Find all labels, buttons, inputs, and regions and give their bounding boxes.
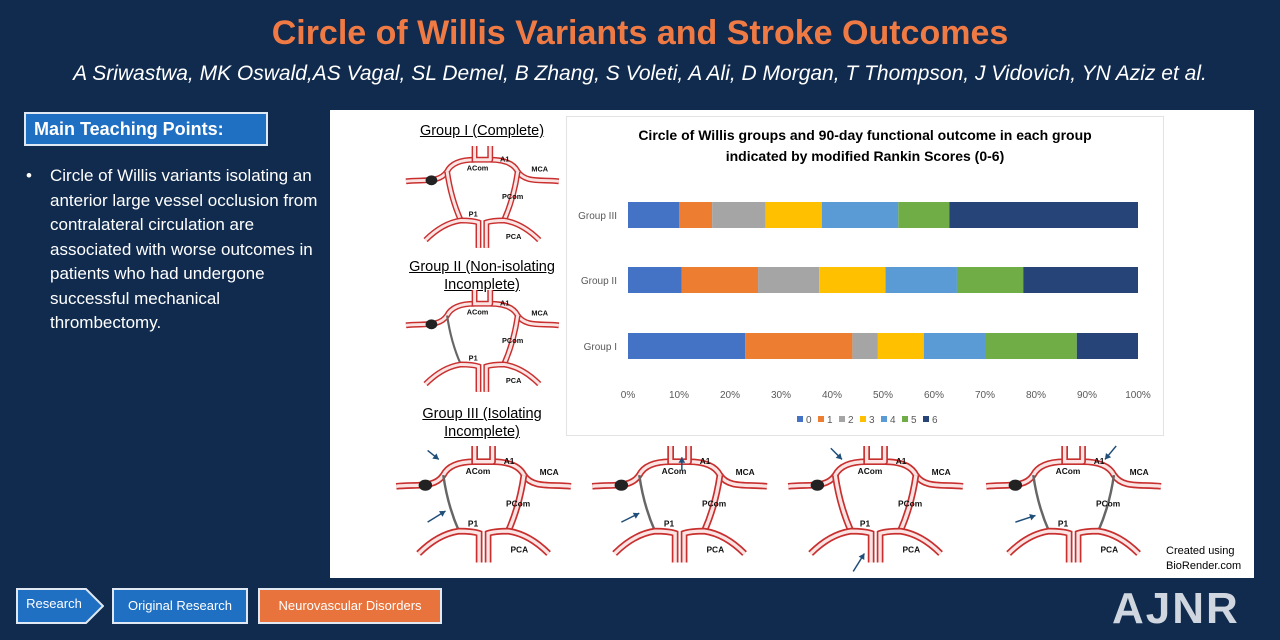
group-3-label-line2: Incomplete) (444, 424, 520, 440)
bar-segment (956, 267, 1024, 293)
category-label: Group II (581, 276, 617, 287)
bar-segment (1023, 267, 1138, 293)
bar-segment (628, 202, 679, 228)
x-tick-label: 30% (771, 390, 791, 401)
bar-segment (985, 333, 1077, 359)
bar-segment (679, 202, 713, 228)
x-tick-label: 0% (621, 390, 636, 401)
x-tick-label: 20% (720, 390, 740, 401)
bar-segment (758, 267, 820, 293)
page-title: Circle of Willis Variants and Stroke Out… (271, 14, 1009, 52)
legend-swatch (839, 416, 845, 422)
legend-label: 5 (911, 415, 917, 426)
credit-line1: Created using (1166, 545, 1235, 557)
legend-swatch (923, 416, 929, 422)
group-3-label: Group III (Isolating Incomplete) (400, 405, 564, 441)
teaching-point: Circle of Willis variants isolating an a… (24, 164, 324, 336)
group-3-label-line1: Group III (Isolating (422, 406, 542, 422)
bar-segment (885, 267, 957, 293)
bar-segment (712, 202, 766, 228)
credit-note: Created using BioRender.com (1166, 544, 1241, 574)
bar-segment (949, 202, 1138, 228)
outcome-chart: Circle of Willis groups and 90-day funct… (566, 116, 1164, 436)
x-tick-label: 80% (1026, 390, 1046, 401)
bar-segment (628, 267, 682, 293)
tag-neurovascular-disorders[interactable]: Neurovascular Disorders (258, 588, 442, 624)
x-tick-label: 100% (1125, 390, 1151, 401)
category-label: Group III (578, 211, 617, 222)
x-tick-label: 10% (669, 390, 689, 401)
x-tick-label: 40% (822, 390, 842, 401)
bar-segment (877, 333, 924, 359)
legend-label: 3 (869, 415, 875, 426)
x-tick-label: 90% (1077, 390, 1097, 401)
legend-swatch (902, 416, 908, 422)
teaching-points-list: Circle of Willis variants isolating an a… (24, 164, 324, 336)
x-tick-label: 60% (924, 390, 944, 401)
category-label: Group I (584, 342, 617, 353)
legend-label: 2 (848, 415, 854, 426)
bar-segment (745, 333, 853, 359)
authors-line: A Sriwastwa, MK Oswald,AS Vagal, SL Deme… (73, 62, 1207, 85)
credit-line2: BioRender.com (1166, 560, 1242, 572)
bar-segment (628, 333, 746, 359)
bar-segment (819, 267, 886, 293)
legend-label: 4 (890, 415, 896, 426)
tag-original-research[interactable]: Original Research (112, 588, 248, 624)
x-tick-label: 50% (873, 390, 893, 401)
group-2-label-line2: Incomplete) (444, 277, 520, 293)
teaching-points-heading: Main Teaching Points: (24, 112, 268, 146)
legend-swatch (860, 416, 866, 422)
research-tag-arrow (16, 588, 104, 624)
group-2-label-line1: Group II (Non-isolating (409, 259, 555, 275)
bar-segment (852, 333, 878, 359)
bar-segment (765, 202, 822, 228)
legend-swatch (797, 416, 803, 422)
bar-segment (681, 267, 759, 293)
legend-label: 6 (932, 415, 938, 426)
group-2-label: Group II (Non-isolating Incomplete) (400, 258, 564, 294)
chart-title-line1: Circle of Willis groups and 90-day funct… (638, 127, 1092, 143)
chart-title: Circle of Willis groups and 90-day funct… (567, 125, 1163, 167)
tag-research[interactable]: Research (26, 596, 82, 611)
bar-segment (898, 202, 950, 228)
x-tick-label: 70% (975, 390, 995, 401)
legend-label: 1 (827, 415, 833, 426)
bar-segment (821, 202, 899, 228)
legend-swatch (818, 416, 824, 422)
ajnr-logo: AJNR (1112, 584, 1240, 633)
legend-swatch (881, 416, 887, 422)
chart-title-line2: indicated by modified Rankin Scores (0-6… (725, 148, 1005, 164)
legend-label: 0 (806, 415, 812, 426)
bar-segment (1076, 333, 1138, 359)
group-1-label: Group I (Complete) (419, 123, 545, 139)
bar-segment (923, 333, 985, 359)
